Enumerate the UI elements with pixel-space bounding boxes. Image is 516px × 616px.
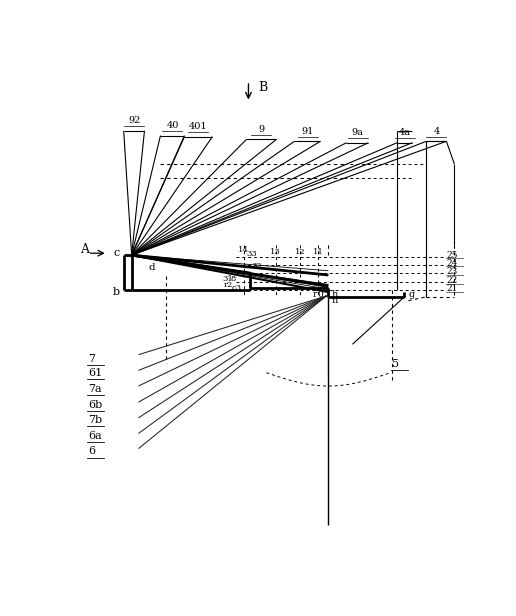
Text: 7: 7 xyxy=(89,354,95,363)
Text: 11: 11 xyxy=(313,248,324,256)
Text: d: d xyxy=(149,264,155,272)
Text: 6: 6 xyxy=(89,447,95,456)
Text: 31: 31 xyxy=(222,275,233,283)
Text: g: g xyxy=(409,290,415,299)
Text: 23: 23 xyxy=(446,267,458,276)
Text: h: h xyxy=(332,290,338,299)
Text: r2: r2 xyxy=(224,281,233,289)
Text: 14: 14 xyxy=(238,246,249,254)
Text: 7b: 7b xyxy=(89,415,103,425)
Text: 8: 8 xyxy=(231,275,236,283)
Text: 91: 91 xyxy=(301,126,314,136)
Text: 6b: 6b xyxy=(89,400,103,410)
Text: B: B xyxy=(258,81,267,94)
Text: 0: 0 xyxy=(317,290,324,299)
Text: b: b xyxy=(113,287,120,297)
Text: 22: 22 xyxy=(446,276,458,285)
Text: n: n xyxy=(332,296,338,305)
Text: 24: 24 xyxy=(446,259,458,268)
Text: 4a: 4a xyxy=(399,128,411,137)
Text: 92: 92 xyxy=(128,116,141,125)
Text: 25: 25 xyxy=(446,251,458,259)
Text: c: c xyxy=(114,248,120,257)
Text: 12: 12 xyxy=(295,248,306,256)
Text: 33: 33 xyxy=(246,250,256,258)
Text: 401: 401 xyxy=(189,122,208,131)
Text: 13: 13 xyxy=(270,248,281,256)
Text: 32: 32 xyxy=(251,262,262,270)
Text: 6a: 6a xyxy=(89,431,102,441)
Text: 9: 9 xyxy=(258,124,264,134)
Text: r: r xyxy=(312,290,317,299)
Text: A: A xyxy=(80,243,89,256)
Text: 7a: 7a xyxy=(89,384,102,394)
Text: c3: c3 xyxy=(232,285,241,293)
Text: 9a: 9a xyxy=(352,128,364,137)
Text: 21: 21 xyxy=(446,284,458,293)
Text: 40: 40 xyxy=(166,121,179,130)
Text: 61: 61 xyxy=(89,368,103,378)
Text: 4: 4 xyxy=(433,126,440,136)
Text: 5: 5 xyxy=(392,359,399,369)
